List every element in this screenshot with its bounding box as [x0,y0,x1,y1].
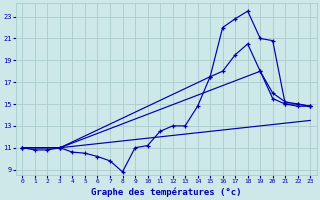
X-axis label: Graphe des températures (°c): Graphe des températures (°c) [91,187,242,197]
